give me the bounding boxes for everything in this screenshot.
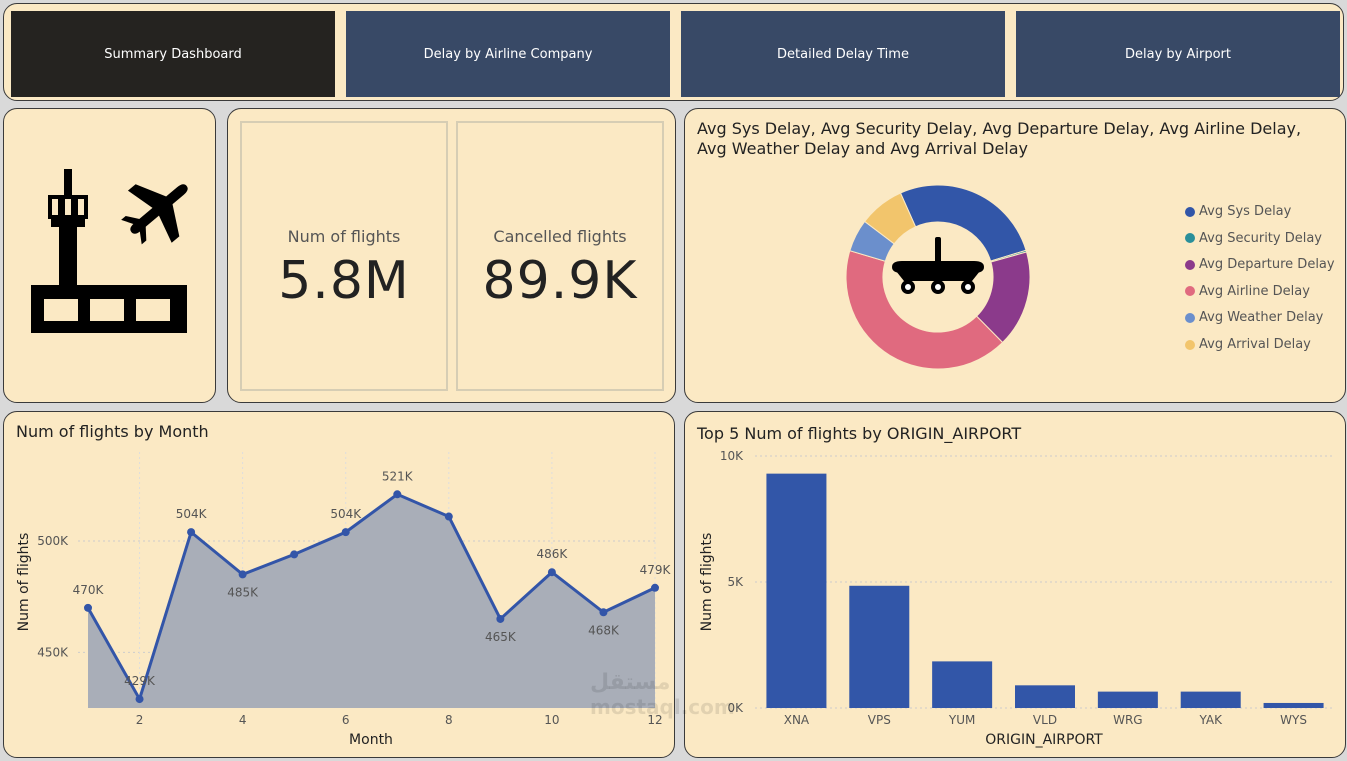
legend-dot — [1185, 339, 1195, 350]
donut-title: Avg Sys Delay, Avg Security Delay, Avg D… — [697, 119, 1302, 158]
x-tick-label: 8 — [445, 713, 453, 727]
x-tick-label: WYS — [1280, 713, 1307, 727]
donut-slice[interactable] — [863, 192, 917, 245]
bar[interactable] — [1263, 702, 1324, 708]
data-label: 470K — [73, 583, 105, 597]
x-tick-label: VPS — [868, 713, 891, 727]
top-airports-panel: Top 5 Num of flights by ORIGIN_AIRPORT 0… — [684, 411, 1346, 758]
data-label: 429K — [124, 674, 156, 688]
y-tick-label: 0K — [727, 701, 744, 715]
x-tick-label: 2 — [136, 713, 144, 727]
bar-chart-title: Top 5 Num of flights by ORIGIN_AIRPORT — [697, 424, 1022, 443]
data-point[interactable] — [187, 528, 196, 537]
x-tick-label: WRG — [1113, 713, 1143, 727]
legend-item[interactable]: Avg Arrival Delay — [1185, 337, 1311, 352]
data-label: 479K — [640, 563, 672, 577]
y-tick-label: 500K — [37, 534, 69, 548]
bar[interactable] — [766, 473, 827, 708]
kpi-cancelled-label: Cancelled flights — [493, 227, 627, 246]
data-point[interactable] — [496, 614, 505, 623]
data-point[interactable] — [547, 568, 556, 577]
x-tick-label: YAK — [1198, 713, 1223, 727]
x-tick-label: 10 — [544, 713, 559, 727]
x-tick-label: YUM — [948, 713, 975, 727]
y-tick-label: 450K — [37, 645, 69, 659]
data-point[interactable] — [290, 550, 299, 559]
y-axis-label: Num of flights — [699, 533, 715, 632]
airplane-center-icon — [892, 237, 984, 294]
x-tick-label: 4 — [239, 713, 247, 727]
legend-item[interactable]: Avg Departure Delay — [1185, 257, 1335, 272]
x-tick-label: XNA — [784, 713, 810, 727]
kpi-num-flights-value: 5.8M — [278, 251, 410, 311]
line-chart-title: Num of flights by Month — [16, 422, 209, 441]
navigation-bar: Summary Dashboard Delay by Airline Compa… — [3, 3, 1344, 101]
bar[interactable] — [932, 661, 993, 708]
legend-dot — [1185, 286, 1195, 297]
airport-tower-icon — [31, 169, 188, 333]
donut-slice[interactable] — [899, 184, 1027, 262]
data-point[interactable] — [135, 695, 144, 704]
kpi-num-flights-label: Num of flights — [287, 227, 401, 246]
legend-item[interactable]: Avg Weather Delay — [1185, 310, 1323, 325]
data-point[interactable] — [651, 583, 659, 592]
y-tick-label: 5K — [727, 575, 744, 589]
airplane-icon — [121, 184, 188, 245]
x-axis-label: ORIGIN_AIRPORT — [985, 732, 1103, 748]
legend-label: Avg Airline Delay — [1199, 283, 1310, 299]
kpi-num-flights-card: Num of flights 5.8M — [240, 121, 448, 391]
legend-label: Avg Arrival Delay — [1199, 337, 1311, 352]
bar[interactable] — [1015, 685, 1075, 708]
x-tick-label: 6 — [342, 713, 350, 727]
legend-dot — [1185, 233, 1195, 244]
legend-label: Avg Security Delay — [1199, 230, 1323, 246]
kpi-cancelled-card: Cancelled flights 89.9K — [456, 121, 664, 391]
data-label: 465K — [485, 630, 517, 644]
data-point[interactable] — [84, 603, 92, 612]
donut-chart — [845, 184, 1031, 370]
tab-detailed-delay-time[interactable]: Detailed Delay Time — [681, 11, 1005, 97]
legend-dot — [1185, 259, 1195, 270]
legend-item[interactable]: Avg Airline Delay — [1185, 284, 1310, 299]
data-point[interactable] — [444, 512, 453, 521]
tab-delay-by-airline[interactable]: Delay by Airline Company — [346, 11, 670, 97]
data-label: 468K — [588, 623, 620, 637]
donut-slice[interactable] — [845, 250, 1004, 370]
data-label: 486K — [537, 547, 569, 561]
kpi-cancelled-value: 89.9K — [482, 251, 638, 311]
data-point[interactable] — [341, 528, 350, 537]
legend-label: Avg Sys Delay — [1199, 204, 1292, 219]
data-label: 521K — [382, 469, 414, 483]
x-axis-label: Month — [349, 732, 393, 748]
airport-icon-panel — [3, 108, 216, 403]
data-point[interactable] — [238, 570, 247, 579]
bar[interactable] — [849, 585, 910, 708]
y-tick-label: 10K — [720, 449, 744, 463]
y-axis-label: Num of flights — [16, 533, 32, 632]
area-fill — [88, 494, 655, 708]
line-chart: 470K 429K 504K 485K 504K 521K 465K 486K 468K 479K… — [16, 452, 672, 748]
x-tick-label: 12 — [647, 713, 662, 727]
legend-label: Avg Weather Delay — [1199, 310, 1324, 326]
legend-dot — [1185, 206, 1195, 217]
data-point[interactable] — [599, 608, 608, 617]
legend-label: Avg Departure Delay — [1199, 257, 1335, 273]
tab-delay-by-airport[interactable]: Delay by Airport — [1016, 11, 1340, 97]
tab-summary-dashboard[interactable]: Summary Dashboard — [11, 11, 335, 97]
legend-dot — [1185, 312, 1195, 323]
data-label: 504K — [176, 507, 208, 521]
delay-donut-panel: Avg Sys Delay, Avg Security Delay, Avg D… — [684, 108, 1346, 403]
bar[interactable] — [1097, 691, 1158, 708]
data-label: 504K — [330, 507, 362, 521]
bar-chart: 0K 5K 10K XNA VPS YUM VLD WRG YAK WYS ORIGIN_AIRPO… — [699, 449, 1335, 748]
legend-item[interactable]: Avg Security Delay — [1185, 231, 1322, 246]
kpi-panel: Num of flights 5.8M Cancelled flights 89… — [227, 108, 676, 403]
bar[interactable] — [1180, 691, 1241, 708]
legend-item[interactable]: Avg Sys Delay — [1185, 204, 1291, 219]
data-label: 485K — [227, 585, 259, 599]
flights-by-month-panel: Num of flights by Month 470K 429K 504K 485K… — [3, 411, 675, 758]
x-tick-label: VLD — [1033, 713, 1057, 727]
data-point[interactable] — [393, 490, 402, 499]
series-line — [86, 492, 656, 703]
